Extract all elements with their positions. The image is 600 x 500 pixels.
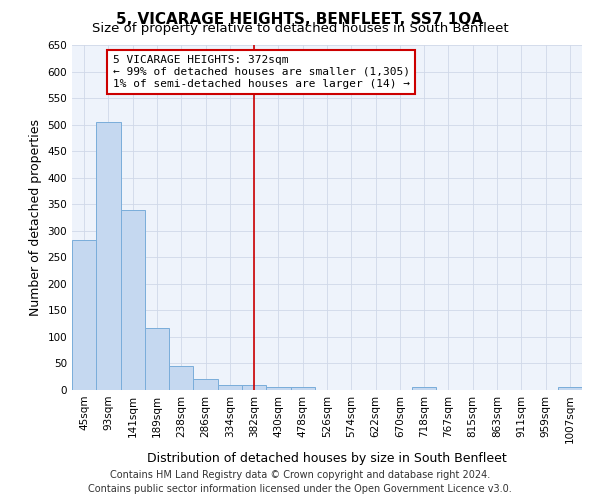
Bar xyxy=(96,122,121,390)
Text: 5 VICARAGE HEIGHTS: 372sqm
← 99% of detached houses are smaller (1,305)
1% of se: 5 VICARAGE HEIGHTS: 372sqm ← 99% of deta… xyxy=(113,56,410,88)
Text: Size of property relative to detached houses in South Benfleet: Size of property relative to detached ho… xyxy=(92,22,508,35)
Bar xyxy=(558,388,582,390)
Bar xyxy=(266,388,290,390)
Bar xyxy=(242,384,266,390)
Bar xyxy=(412,388,436,390)
Bar xyxy=(218,384,242,390)
Text: 5, VICARAGE HEIGHTS, BENFLEET, SS7 1QA: 5, VICARAGE HEIGHTS, BENFLEET, SS7 1QA xyxy=(116,12,484,26)
Bar xyxy=(193,380,218,390)
Bar xyxy=(145,328,169,390)
Text: Contains HM Land Registry data © Crown copyright and database right 2024.
Contai: Contains HM Land Registry data © Crown c… xyxy=(88,470,512,494)
X-axis label: Distribution of detached houses by size in South Benfleet: Distribution of detached houses by size … xyxy=(147,452,507,464)
Bar xyxy=(290,388,315,390)
Bar xyxy=(121,210,145,390)
Y-axis label: Number of detached properties: Number of detached properties xyxy=(29,119,42,316)
Bar xyxy=(169,366,193,390)
Bar xyxy=(72,240,96,390)
